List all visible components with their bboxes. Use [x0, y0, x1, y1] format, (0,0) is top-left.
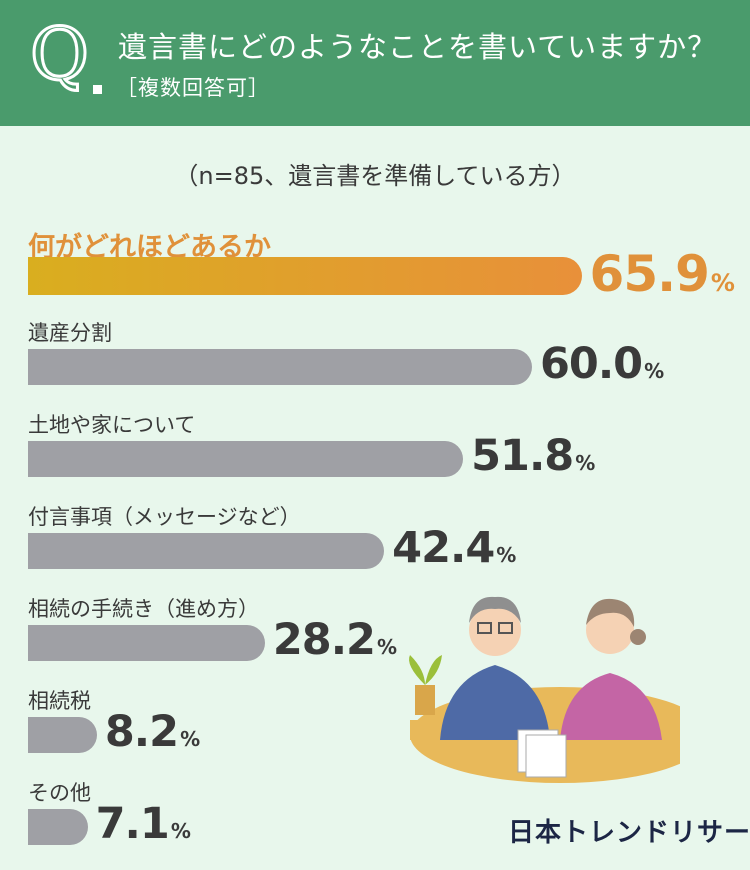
category-label: 遺産分割	[28, 321, 112, 345]
value-unit: %	[644, 359, 665, 383]
value-unit: %	[376, 635, 398, 659]
bar	[28, 809, 88, 845]
category-label: 相続税	[28, 689, 91, 713]
value-number: 65.9	[589, 245, 710, 303]
bar	[28, 717, 97, 753]
question-title: 遺言書にどのようなことを書いていますか？	[118, 30, 718, 64]
elderly-couple-illustration	[409, 596, 680, 783]
q-dot	[93, 85, 102, 94]
category-label: 土地や家について	[28, 413, 196, 437]
value-label: 60.0%	[540, 339, 664, 389]
value-unit: %	[710, 269, 735, 297]
bar	[28, 533, 385, 569]
plant-icon	[409, 655, 442, 715]
question-header: Q 遺言書にどのようなことを書いていますか？ ［複数回答可］	[0, 0, 750, 126]
value-label: 7.1%	[96, 799, 191, 849]
category-label: 付言事項（メッセージなど）	[28, 505, 301, 529]
value-unit: %	[170, 819, 191, 843]
bar	[28, 441, 464, 477]
value-unit: %	[180, 727, 201, 751]
bar	[28, 257, 582, 295]
value-unit: %	[496, 543, 517, 567]
value-number: 28.2	[272, 615, 376, 665]
value-unit: %	[575, 451, 596, 475]
sample-size-note: （n=85、遺言書を準備している方）	[174, 162, 576, 190]
brand-logo-text: 日本トレンドリサーチ	[508, 818, 750, 848]
value-number: 8.2	[104, 707, 179, 757]
multiple-answer-note: ［複数回答可］	[116, 76, 270, 100]
bar	[28, 625, 265, 661]
value-label: 65.9%	[590, 245, 735, 303]
category-label: その他	[28, 781, 91, 805]
q-mark: Q	[29, 12, 91, 96]
value-number: 42.4	[392, 523, 495, 573]
value-label: 8.2%	[105, 707, 200, 757]
value-label: 51.8%	[471, 431, 595, 481]
value-number: 7.1	[95, 799, 170, 849]
value-label: 42.4%	[392, 523, 516, 573]
value-number: 51.8	[471, 431, 574, 481]
bar	[28, 349, 532, 385]
value-number: 60.0	[540, 339, 643, 389]
value-label: 28.2%	[273, 615, 397, 665]
category-label: 相続の手続き（進め方）	[28, 597, 259, 621]
